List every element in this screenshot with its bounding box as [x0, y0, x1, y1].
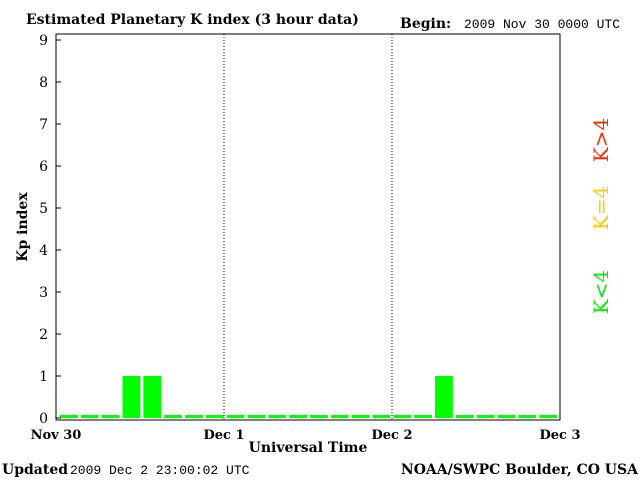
kp-bar — [205, 415, 224, 418]
source-credit: NOAA/SWPC Boulder, CO USA — [401, 462, 639, 478]
kp-bar — [289, 415, 307, 418]
begin-value: 2009 Nov 30 0000 UTC — [464, 17, 620, 32]
x-axis: Nov 30 Dec 1 Dec 2 Dec 3 — [31, 428, 581, 443]
kp-bar — [268, 415, 287, 418]
day-separators — [223, 34, 393, 420]
y-tick-label: 8 — [39, 75, 48, 91]
legend-entry: K=4 — [589, 186, 613, 230]
kp-bar — [60, 415, 78, 418]
kp-bar — [164, 415, 182, 418]
kp-bar — [455, 415, 474, 418]
kp-bar — [497, 415, 516, 418]
y-tick-label: 3 — [39, 285, 48, 301]
plot-area — [55, 33, 561, 421]
begin-label: Begin: — [400, 16, 451, 32]
kp-bar — [414, 415, 432, 418]
y-tick-label: 1 — [39, 369, 48, 385]
y-axis-label: Kp index — [15, 192, 31, 262]
kp-bar — [435, 376, 453, 418]
kp-bar — [226, 415, 245, 418]
y-tick-label: 4 — [39, 243, 48, 259]
legend: K>4 K=4 K<4 — [589, 118, 613, 314]
y-tick-label: 0 — [39, 411, 48, 427]
kp-bar — [310, 415, 328, 418]
y-tick-label: 2 — [39, 327, 48, 343]
y-axis: 0 1 2 3 4 5 6 7 8 9 — [39, 33, 61, 427]
updated-value: 2009 Dec 2 23:00:02 UTC — [70, 463, 250, 478]
kp-bar — [101, 415, 120, 418]
kp-bar — [372, 415, 391, 418]
kp-bars — [60, 376, 557, 418]
kp-bar — [539, 415, 557, 418]
kp-bar — [330, 415, 349, 418]
kp-bar — [143, 376, 162, 418]
kp-bar — [122, 376, 141, 418]
kp-bar — [351, 415, 370, 418]
kp-bar — [476, 415, 495, 418]
y-tick-label: 5 — [39, 201, 48, 217]
kp-bar — [393, 415, 412, 418]
x-axis-label: Universal Time — [249, 440, 368, 456]
legend-entry: K>4 — [589, 118, 613, 162]
y-tick-label: 6 — [39, 159, 48, 175]
kp-bar — [247, 415, 266, 418]
x-tick-label: Dec 3 — [539, 428, 580, 443]
y-tick-label: 9 — [39, 33, 48, 49]
chart-title: Estimated Planetary K index (3 hour data… — [26, 12, 359, 28]
kp-bar — [185, 415, 203, 418]
updated-label: Updated — [2, 462, 68, 478]
x-tick-label: Dec 1 — [203, 428, 244, 443]
kp-bar — [80, 415, 99, 418]
x-tick-label: Dec 2 — [371, 428, 412, 443]
y-tick-label: 7 — [39, 117, 48, 133]
kp-bar — [518, 415, 537, 418]
legend-entry: K<4 — [589, 270, 613, 314]
x-tick-label: Nov 30 — [31, 428, 82, 443]
